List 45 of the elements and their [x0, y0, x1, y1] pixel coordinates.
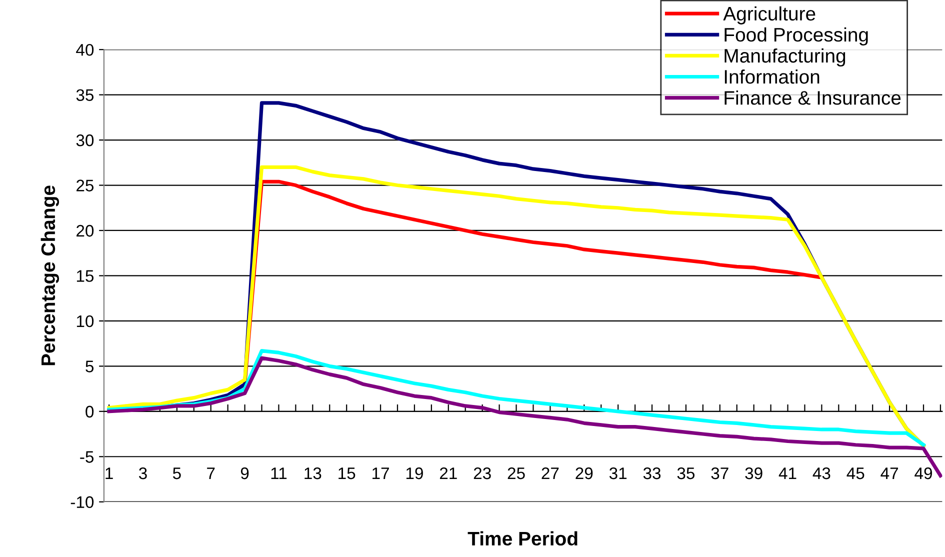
x-tick-label: 5	[172, 468, 181, 480]
y-tick-label: 10	[76, 315, 94, 328]
y-axis-title: Percentage Change	[40, 186, 60, 366]
y-tick-label: 30	[76, 134, 94, 146]
y-tick-label: 35	[76, 89, 94, 102]
y-tick-label: 5	[86, 360, 94, 372]
x-tick-label: 15	[338, 468, 356, 480]
y-tick-label: 40	[76, 44, 94, 56]
x-tick-label: 19	[406, 467, 423, 480]
x-tick-label: 45	[846, 468, 864, 480]
legend-label: Food Processing	[724, 27, 868, 46]
x-tick-label: 31	[609, 467, 627, 480]
x-tick-label: 39	[745, 467, 762, 480]
x-tick-label: 1	[106, 468, 113, 480]
line-series	[107, 165, 926, 448]
legend-label: Agriculture	[723, 6, 816, 24]
x-tick-label: 7	[207, 468, 215, 480]
x-tick-label: 49	[914, 467, 932, 480]
legend-label: Finance & Insurance	[724, 90, 901, 105]
y-tick-label: 25	[76, 180, 94, 192]
legend-label: Information	[724, 69, 820, 84]
x-tick-label: 29	[576, 467, 593, 480]
legend-label: Manufacturing	[724, 48, 846, 67]
y-tick-label: 15	[76, 270, 94, 282]
x-tick-label: 17	[372, 468, 389, 480]
x-tick-label: 13	[304, 467, 322, 480]
x-tick-label: 37	[711, 467, 728, 480]
x-tick-label: 11	[271, 468, 287, 480]
y-tick-label: 20	[76, 224, 94, 237]
x-tick-label: 25	[508, 467, 525, 480]
x-tick-label: 41	[778, 468, 796, 480]
y-tick-label: 0	[86, 406, 94, 418]
x-tick-label: 43	[812, 467, 830, 480]
line-series	[107, 356, 942, 478]
x-tick-label: 3	[138, 467, 147, 480]
y-tick-label: -10	[70, 496, 94, 508]
x-tick-label: 9	[240, 467, 249, 480]
x-tick-label: 23	[474, 467, 491, 480]
y-tick-label: -5	[80, 451, 94, 463]
x-tick-label: 47	[880, 468, 898, 480]
x-tick-label: 27	[542, 467, 559, 480]
x-tick-label: 21	[440, 467, 457, 480]
x-tick-label: 33	[643, 467, 661, 480]
x-tick-label: 35	[677, 467, 695, 480]
x-axis-title: Time Period	[468, 531, 578, 546]
